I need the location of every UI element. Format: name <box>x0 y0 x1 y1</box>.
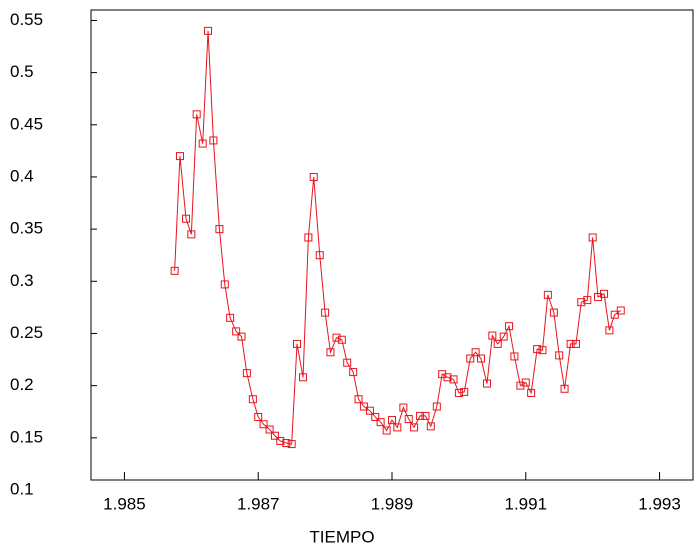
y-tick-label: 0.4 <box>10 166 34 185</box>
x-tick-label: 1.991 <box>505 494 548 513</box>
point-marker <box>600 289 609 298</box>
point-marker <box>471 348 480 357</box>
point-marker <box>505 322 514 331</box>
point-marker <box>371 412 380 421</box>
x-axis-label: TIEMPO <box>309 527 374 546</box>
point-marker <box>237 332 246 341</box>
point-marker <box>577 298 586 307</box>
point-marker <box>198 139 207 148</box>
point-marker <box>605 326 614 335</box>
point-marker <box>170 266 179 275</box>
point-marker <box>309 172 318 181</box>
point-marker <box>610 310 619 319</box>
point-marker <box>192 110 201 119</box>
point-marker <box>220 280 229 289</box>
y-tick-label: 0.25 <box>10 323 43 342</box>
point-marker <box>287 440 296 449</box>
point-marker <box>282 439 291 448</box>
point-marker <box>404 415 413 424</box>
point-marker <box>416 411 425 420</box>
point-marker <box>181 214 190 223</box>
plot-frame <box>90 9 694 481</box>
point-marker <box>466 354 475 363</box>
point-marker <box>449 375 458 384</box>
point-marker <box>493 339 502 348</box>
point-marker <box>538 346 547 355</box>
point-marker <box>270 431 279 440</box>
point-marker <box>332 333 341 342</box>
point-marker <box>215 225 224 234</box>
point-marker <box>276 436 285 445</box>
point-marker <box>304 233 313 242</box>
point-marker <box>410 423 419 432</box>
x-tick-label: 1.993 <box>638 494 681 513</box>
series-line <box>174 30 622 445</box>
point-marker <box>460 387 469 396</box>
point-marker <box>521 378 530 387</box>
point-marker <box>583 296 592 305</box>
point-marker <box>571 339 580 348</box>
y-tick-label: 0.45 <box>10 114 43 133</box>
point-marker <box>488 331 497 340</box>
point-marker <box>543 290 552 299</box>
point-marker <box>293 339 302 348</box>
point-marker <box>354 395 363 404</box>
point-marker <box>560 384 569 393</box>
point-marker <box>248 395 257 404</box>
point-marker <box>376 418 385 427</box>
y-tick-label: 0.55 <box>10 10 43 29</box>
point-marker <box>588 233 597 242</box>
y-tick-label: 0.1 <box>10 479 34 498</box>
point-marker <box>321 308 330 317</box>
point-marker <box>388 416 396 425</box>
point-marker <box>527 388 536 397</box>
point-marker <box>616 306 625 315</box>
point-marker <box>555 351 564 360</box>
point-marker <box>242 369 251 378</box>
y-tick-label: 0.15 <box>10 427 43 446</box>
point-marker <box>349 368 358 377</box>
point-marker <box>187 230 196 239</box>
point-marker <box>566 339 575 348</box>
point-marker <box>254 412 263 421</box>
point-marker <box>399 403 408 412</box>
y-tick-label: 0.2 <box>10 375 34 394</box>
point-marker <box>393 423 402 432</box>
x-tick-label: 1.987 <box>237 494 280 513</box>
point-marker <box>299 373 308 382</box>
point-marker <box>443 373 452 382</box>
point-marker <box>337 335 346 344</box>
point-marker <box>482 379 491 388</box>
point-marker <box>382 426 391 435</box>
point-marker <box>315 251 324 260</box>
point-marker <box>226 313 235 322</box>
point-marker <box>549 308 558 317</box>
point-marker <box>175 152 184 161</box>
point-marker <box>499 332 508 341</box>
point-marker <box>533 345 542 354</box>
point-marker <box>426 422 435 431</box>
y-tick-label: 0.5 <box>10 62 34 81</box>
point-marker <box>326 348 335 357</box>
point-marker <box>454 388 463 397</box>
point-marker <box>204 26 213 35</box>
point-marker <box>421 411 430 420</box>
x-tick-label: 1.989 <box>371 494 414 513</box>
point-marker <box>209 136 218 145</box>
y-tick-label: 0.35 <box>10 219 43 238</box>
y-tick-label: 0.3 <box>10 271 34 290</box>
point-marker <box>359 402 368 411</box>
point-marker <box>510 352 519 361</box>
point-marker <box>259 420 268 429</box>
point-marker <box>232 327 241 336</box>
point-marker <box>365 406 374 415</box>
x-tick-label: 1.985 <box>103 494 146 513</box>
point-marker <box>476 354 485 363</box>
point-marker <box>265 425 274 434</box>
point-marker <box>432 402 441 411</box>
point-marker <box>343 358 352 367</box>
